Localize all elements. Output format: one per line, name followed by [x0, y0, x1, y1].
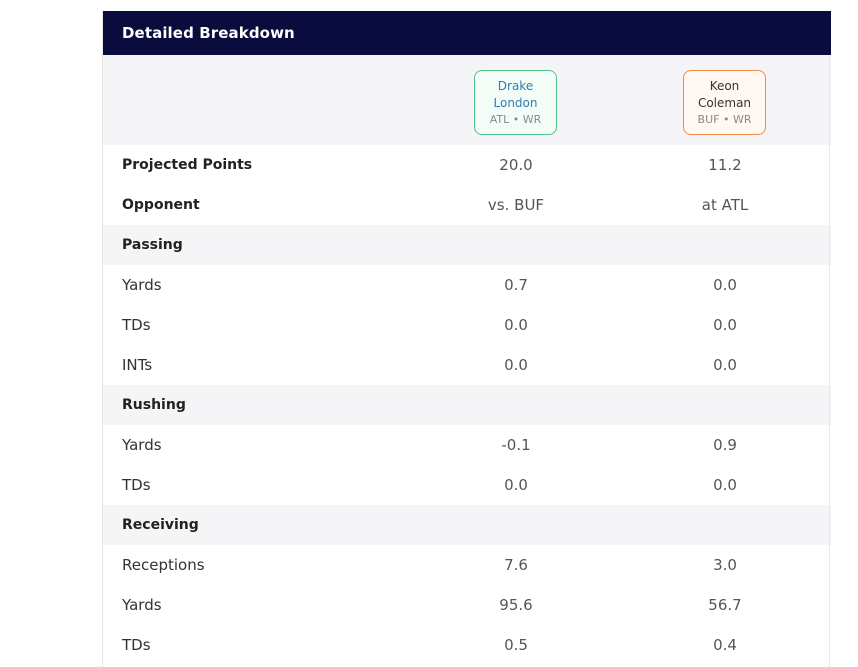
card-right-border — [829, 55, 830, 667]
row-label: TDs — [122, 316, 151, 334]
player1-value: vs. BUF — [487, 196, 545, 214]
row-opponent: Opponent vs. BUF at ATL — [103, 185, 831, 225]
player-first-name: Drake — [497, 79, 534, 93]
section-title: Receiving — [122, 517, 199, 533]
player2-value: 0.0 — [713, 356, 737, 374]
player-last-name: London — [493, 96, 538, 110]
section-passing: Passing — [103, 225, 831, 265]
card-title: Detailed Breakdown — [122, 24, 295, 42]
row-label: TDs — [122, 476, 151, 494]
player1-value: 0.0 — [504, 356, 528, 374]
player-chip-keon-coleman[interactable]: Keon Coleman BUF • WR — [683, 70, 766, 135]
row-passing-tds: TDs 0.0 0.0 — [103, 305, 831, 345]
row-passing-ints: INTs 0.0 0.0 — [103, 345, 831, 385]
row-passing-yards: Yards 0.7 0.0 — [103, 265, 831, 305]
row-label: Opponent — [122, 197, 200, 213]
row-label: Projected Points — [122, 157, 253, 173]
player2-value: 0.0 — [713, 316, 737, 334]
row-label: Receptions — [122, 556, 205, 574]
section-title: Rushing — [122, 397, 186, 413]
player2-value: 0.4 — [713, 636, 737, 654]
row-label: TDs — [122, 636, 151, 654]
player1-value: 0.5 — [504, 636, 528, 654]
row-label: INTs — [122, 356, 153, 374]
player-last-name: Coleman — [697, 96, 752, 110]
player1-value: 0.0 — [504, 476, 528, 494]
row-receiving-tds: TDs 0.5 0.4 — [103, 625, 831, 665]
player-chip-drake-london[interactable]: Drake London ATL • WR — [474, 70, 557, 135]
player2-value: 56.7 — [708, 596, 742, 614]
player-first-name: Keon — [709, 79, 740, 93]
section-title: Passing — [122, 237, 183, 253]
row-label: Yards — [122, 276, 162, 294]
row-rushing-yards: Yards -0.1 0.9 — [103, 425, 831, 465]
row-receptions: Receptions 7.6 3.0 — [103, 545, 831, 585]
player1-value: 7.6 — [504, 556, 528, 574]
players-header-row: Drake London ATL • WR Keon Coleman BUF •… — [103, 55, 831, 145]
player1-value: 0.0 — [504, 316, 528, 334]
section-receiving: Receiving — [103, 505, 831, 545]
player-team-position: BUF • WR — [697, 113, 752, 126]
player1-value: -0.1 — [501, 436, 531, 454]
row-projected-points: Projected Points 20.0 11.2 — [103, 145, 831, 185]
row-rushing-tds: TDs 0.0 0.0 — [103, 465, 831, 505]
player-team-position: ATL • WR — [489, 113, 542, 126]
player1-value: 95.6 — [499, 596, 533, 614]
section-rushing: Rushing — [103, 385, 831, 425]
row-label: Yards — [122, 596, 162, 614]
card-header: Detailed Breakdown — [103, 11, 831, 55]
player2-value: 0.9 — [713, 436, 737, 454]
detailed-breakdown-card: Detailed Breakdown Drake London ATL • WR… — [102, 11, 831, 667]
player1-value: 0.7 — [504, 276, 528, 294]
row-label: Yards — [122, 436, 162, 454]
player2-value: 0.0 — [713, 476, 737, 494]
row-receiving-yards: Yards 95.6 56.7 — [103, 585, 831, 625]
player1-value: 20.0 — [499, 156, 533, 174]
player2-value: 0.0 — [713, 276, 737, 294]
player2-value: 11.2 — [708, 156, 742, 174]
player2-value: 3.0 — [713, 556, 737, 574]
player2-value: at ATL — [701, 196, 749, 214]
